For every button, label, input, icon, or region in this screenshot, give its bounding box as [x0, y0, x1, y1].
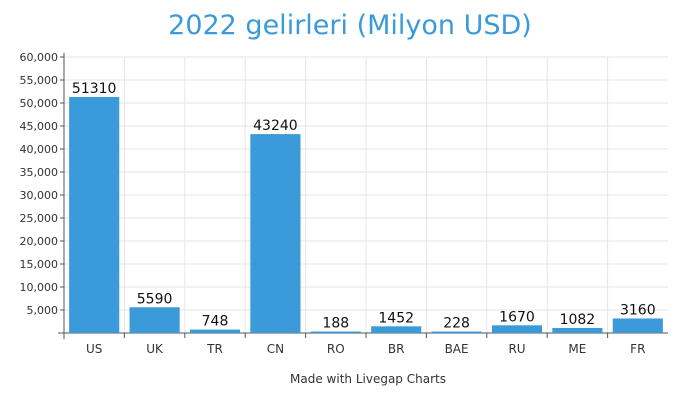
x-tick-label-fr: FR	[630, 342, 645, 356]
bar-fr	[612, 318, 663, 333]
bar-ro	[310, 331, 361, 333]
data-label-uk: 5590	[137, 291, 173, 307]
bar-bae	[431, 331, 482, 333]
y-tick-label: 40,000	[20, 143, 59, 156]
data-label-ru: 1670	[499, 309, 535, 325]
x-tick-label-me: ME	[568, 342, 586, 356]
data-label-us: 51310	[72, 81, 117, 97]
x-tick-label-br: BR	[388, 342, 405, 356]
data-label-bae: 228	[443, 316, 470, 332]
x-tick-label-ru: RU	[508, 342, 525, 356]
y-tick-label: 45,000	[20, 120, 59, 133]
y-tick-label: 10,000	[20, 281, 59, 294]
y-tick-labels: 5,000 10,000 15,000 20,000 25,000 30,000 35,00…	[20, 51, 59, 317]
x-tick-label-uk: UK	[146, 342, 164, 356]
data-label-fr: 3160	[620, 302, 656, 318]
bars	[69, 96, 663, 333]
bar-me	[552, 328, 603, 333]
y-tick-label: 35,000	[20, 166, 59, 179]
y-tick-label: 25,000	[20, 212, 59, 225]
y-tick-label: 60,000	[20, 51, 59, 64]
x-tick-label-ro: RO	[327, 342, 345, 356]
chart-title: 2022 gelirleri (Milyon USD)	[168, 10, 532, 41]
credit-text: Made with Livegap Charts	[290, 372, 446, 386]
bar-uk	[129, 307, 180, 333]
data-label-cn: 43240	[253, 118, 298, 134]
data-label-tr: 748	[202, 314, 229, 330]
y-tick-label: 5,000	[27, 304, 59, 317]
x-tick-label-tr: TR	[206, 342, 223, 356]
y-tick-label: 50,000	[20, 97, 59, 110]
x-tick-label-cn: CN	[267, 342, 284, 356]
bar-tr	[189, 329, 241, 333]
grid-lines	[64, 56, 668, 333]
bar-ru	[491, 325, 543, 333]
data-label-br: 1452	[378, 310, 414, 326]
x-tick-label-us: US	[86, 342, 102, 356]
y-tick-label: 55,000	[20, 74, 59, 87]
y-tick-label: 20,000	[20, 235, 59, 248]
data-label-me: 1082	[560, 312, 596, 328]
x-tick-labels: US UK TR CN RO BR BAE RU ME FR	[86, 342, 645, 356]
data-labels: 51310 5590 748 43240 188 1452 228 1670 1082 3160	[72, 81, 656, 332]
bar-cn	[250, 134, 301, 333]
bar-us	[69, 96, 120, 333]
data-label-ro: 188	[322, 316, 349, 332]
x-tick-label-bae: BAE	[445, 342, 469, 356]
y-tick-label: 30,000	[20, 189, 59, 202]
y-tick-label: 15,000	[20, 258, 59, 271]
bar-br	[371, 326, 422, 333]
